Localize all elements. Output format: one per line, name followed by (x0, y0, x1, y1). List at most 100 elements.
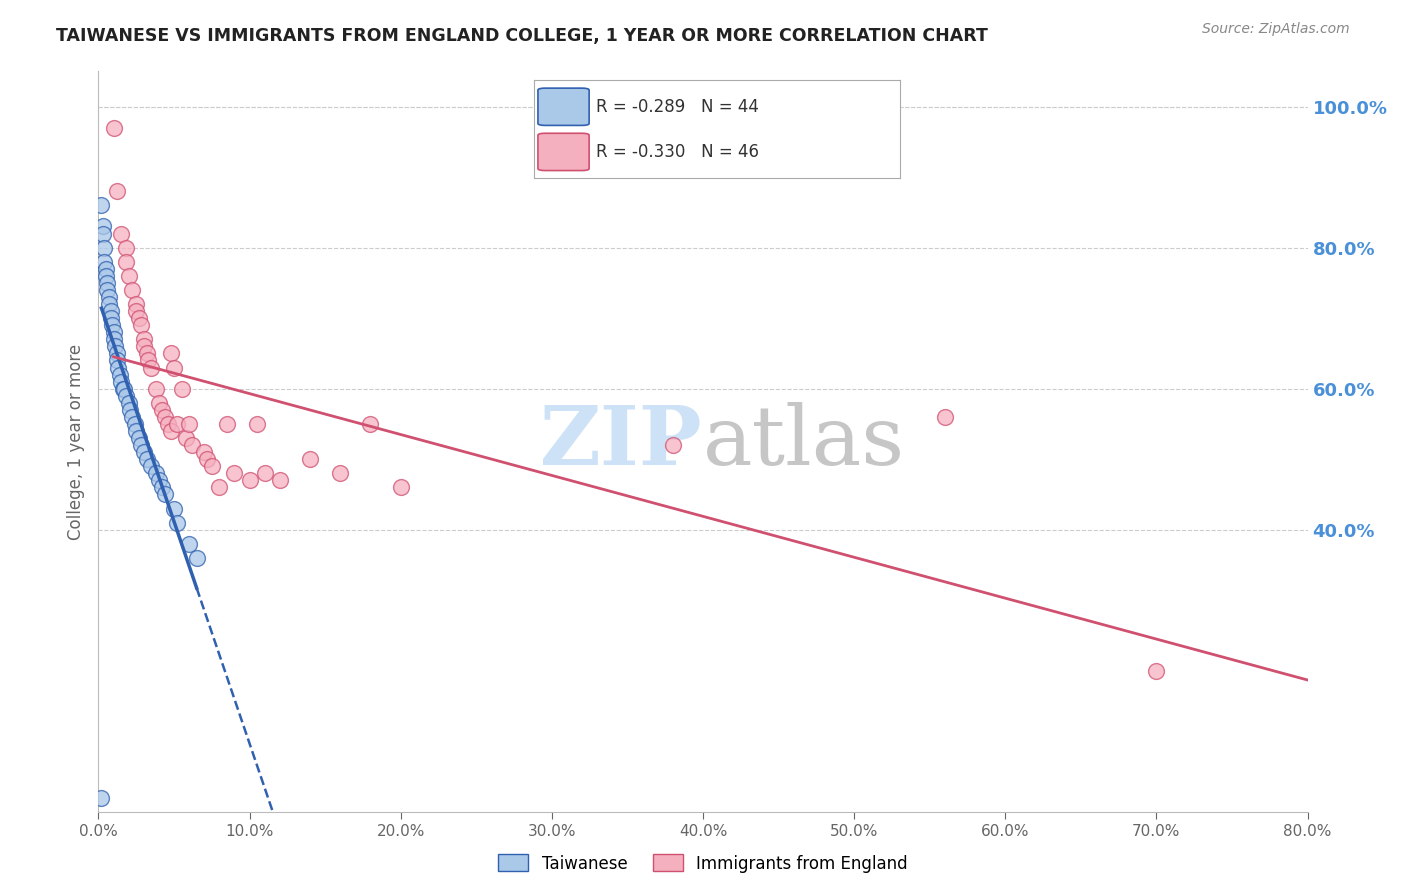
Point (132, 339, 155, 353)
Point (163, 501, 186, 516)
Point (160, 346, 183, 360)
Point (166, 516, 188, 530)
Point (148, 396, 170, 410)
Point (129, 438, 152, 452)
Point (166, 417, 188, 431)
Point (141, 360, 163, 375)
Point (103, 332, 125, 346)
Point (91, 227, 114, 241)
Point (91, 219, 114, 234)
Point (112, 382, 135, 396)
Point (239, 473, 262, 487)
Point (215, 417, 238, 431)
Point (153, 409, 176, 424)
Point (103, 120, 125, 135)
Point (90, 198, 112, 212)
Point (145, 382, 167, 396)
Point (118, 396, 141, 410)
Point (103, 325, 125, 339)
Point (186, 550, 208, 565)
Point (114, 254, 136, 268)
Point (934, 409, 956, 424)
Point (150, 480, 173, 494)
Point (135, 452, 157, 467)
Point (195, 452, 218, 467)
Point (136, 353, 159, 368)
Point (153, 487, 176, 501)
Point (100, 311, 122, 326)
Point (135, 346, 157, 360)
Point (150, 402, 173, 417)
Point (160, 424, 183, 438)
Point (132, 332, 155, 346)
Point (110, 227, 132, 241)
Point (121, 409, 143, 424)
Point (107, 360, 129, 375)
Point (224, 467, 246, 481)
Point (93, 241, 115, 255)
Point (105, 346, 128, 360)
Y-axis label: College, 1 year or more: College, 1 year or more (66, 343, 84, 540)
Point (104, 339, 127, 353)
Text: atlas: atlas (703, 401, 905, 482)
Point (201, 459, 224, 474)
Point (128, 311, 150, 326)
Point (141, 459, 163, 474)
Point (208, 480, 231, 494)
Point (179, 417, 201, 431)
Point (90, 790, 112, 805)
Point (193, 445, 215, 459)
Point (120, 402, 142, 417)
Legend: Taiwanese, Immigrants from England: Taiwanese, Immigrants from England (492, 847, 914, 880)
Text: R = -0.289   N = 44: R = -0.289 N = 44 (596, 98, 759, 116)
Point (94, 261, 117, 276)
Point (299, 452, 322, 467)
Point (110, 375, 132, 389)
Point (124, 417, 146, 431)
Point (253, 467, 276, 481)
Point (163, 360, 186, 375)
Point (98, 290, 121, 304)
Point (129, 318, 152, 333)
Point (114, 241, 136, 255)
Point (246, 417, 269, 431)
Point (128, 431, 150, 445)
Point (121, 283, 143, 297)
Point (148, 473, 170, 487)
Text: TAIWANESE VS IMMIGRANTS FROM ENGLAND COLLEGE, 1 YEAR OR MORE CORRELATION CHART: TAIWANESE VS IMMIGRANTS FROM ENGLAND COL… (56, 27, 988, 45)
Point (156, 417, 179, 431)
FancyBboxPatch shape (538, 133, 589, 170)
Text: Source: ZipAtlas.com: Source: ZipAtlas.com (1202, 22, 1350, 37)
Point (179, 537, 201, 551)
Point (181, 438, 204, 452)
Point (132, 445, 155, 459)
Point (125, 304, 148, 318)
Point (105, 353, 128, 368)
Text: ZIP: ZIP (540, 401, 703, 482)
Text: R = -0.330   N = 46: R = -0.330 N = 46 (596, 143, 759, 161)
Point (98, 297, 121, 311)
Point (389, 480, 412, 494)
Point (125, 297, 148, 311)
Point (111, 382, 134, 396)
Point (118, 268, 141, 283)
Point (101, 318, 124, 333)
Point (93, 254, 115, 268)
Point (94, 268, 117, 283)
Point (108, 368, 131, 382)
Point (269, 473, 291, 487)
Point (145, 467, 167, 481)
FancyBboxPatch shape (538, 88, 589, 126)
Point (96, 276, 118, 290)
Point (360, 417, 382, 431)
Point (100, 304, 122, 318)
Point (96, 283, 118, 297)
Point (329, 467, 352, 481)
Point (125, 424, 148, 438)
Point (114, 389, 136, 403)
Point (661, 438, 683, 452)
Point (105, 184, 128, 198)
Point (170, 382, 193, 396)
Point (174, 431, 197, 445)
Point (1144, 664, 1167, 678)
